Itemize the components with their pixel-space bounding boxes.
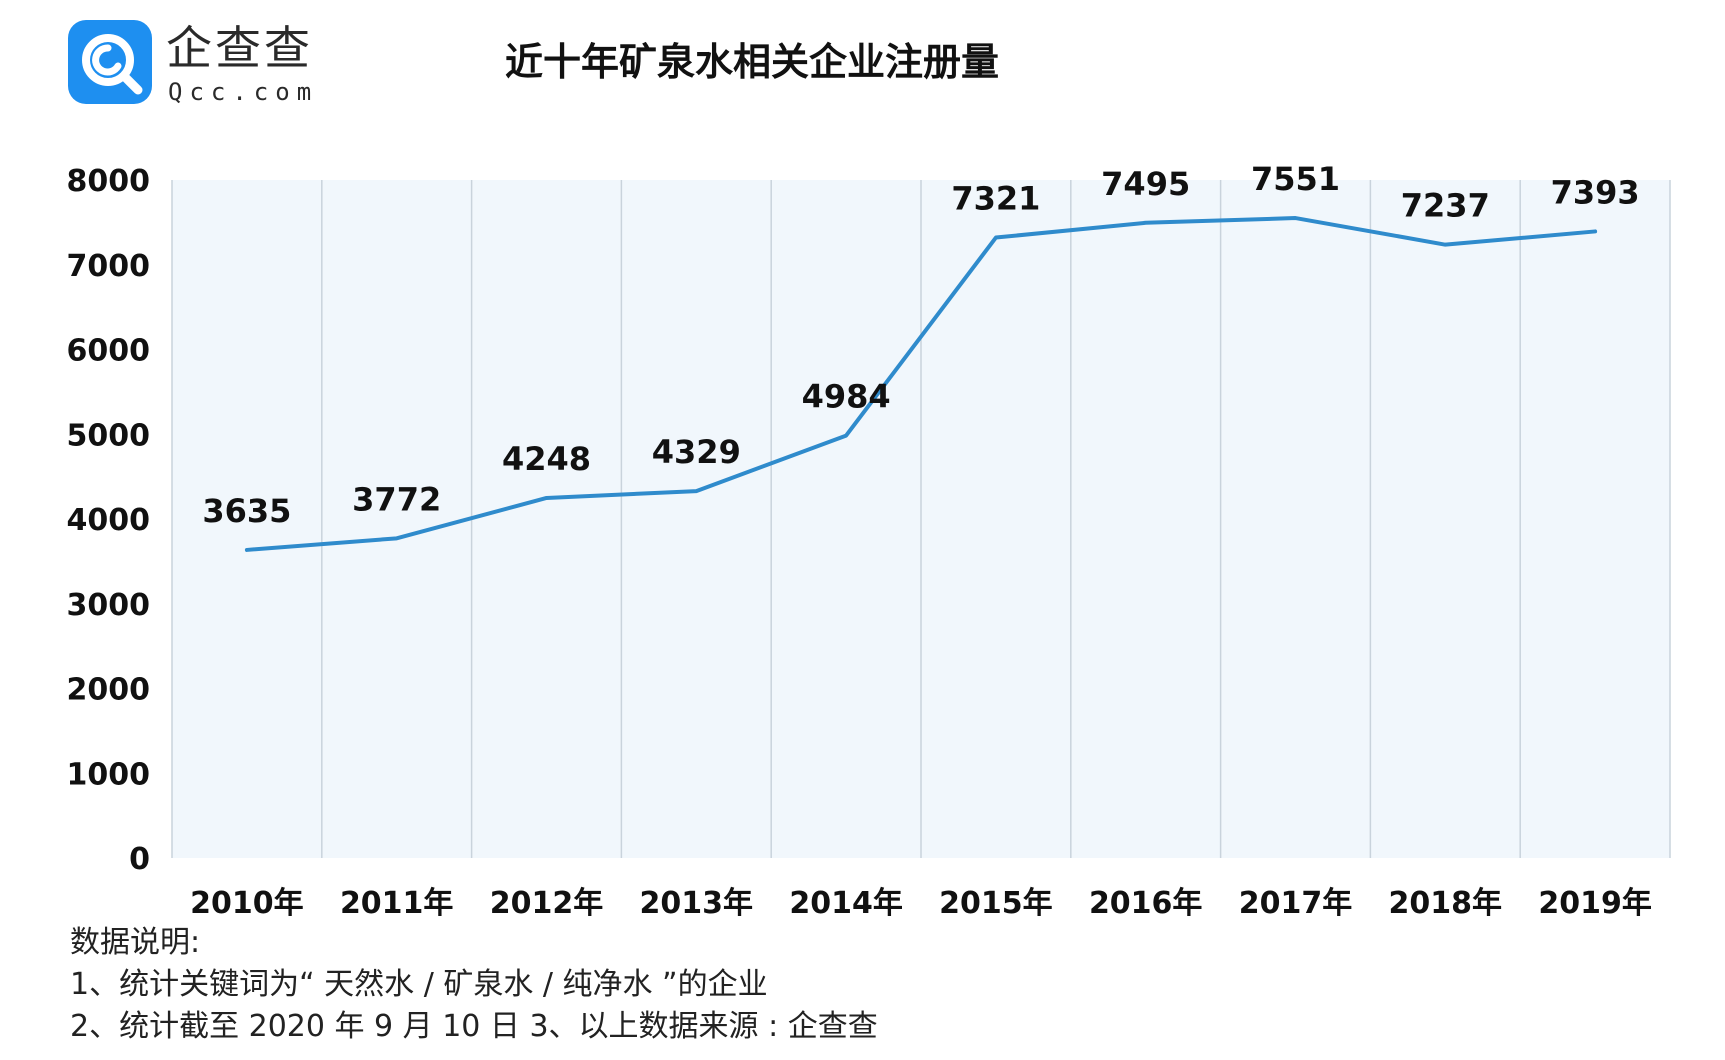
data-label: 4984 <box>802 378 891 416</box>
data-label: 7551 <box>1251 160 1340 198</box>
x-tick-label: 2011年 <box>340 886 454 920</box>
data-label: 7321 <box>951 180 1040 218</box>
notes-heading: 数据说明: <box>70 925 201 960</box>
notes-line-1: 1、统计关键词为“ 天然水 / 矿泉水 / 纯净水 ”的企业 <box>70 967 768 1002</box>
notes-line-2: 2、统计截至 2020 年 9 月 10 日 3、以上数据来源 : 企查查 <box>70 1009 878 1044</box>
x-tick-label: 2014年 <box>789 886 903 920</box>
data-label: 7393 <box>1551 173 1640 211</box>
y-tick-label: 6000 <box>67 334 151 369</box>
data-label: 7495 <box>1101 165 1190 203</box>
y-tick-label: 0 <box>129 842 150 877</box>
chart-title: 近十年矿泉水相关企业注册量 <box>505 40 1000 84</box>
x-tick-label: 2016年 <box>1089 886 1203 920</box>
data-label: 4329 <box>652 433 741 471</box>
logo-domain: Qcc.com <box>168 78 319 106</box>
x-tick-label: 2012年 <box>490 886 604 920</box>
x-tick-label: 2018年 <box>1389 886 1503 920</box>
data-label: 3635 <box>202 492 291 530</box>
x-tick-label: 2010年 <box>190 886 304 920</box>
logo-name: 企查查 <box>166 21 313 75</box>
grid-lines <box>171 180 1671 858</box>
data-label: 4248 <box>502 440 591 478</box>
data-label: 7237 <box>1401 187 1490 225</box>
y-tick-label: 8000 <box>67 164 151 199</box>
y-tick-label: 2000 <box>67 673 151 708</box>
series-line <box>244 216 1598 552</box>
y-tick-label: 5000 <box>67 418 151 453</box>
x-tick-label: 2017年 <box>1239 886 1353 920</box>
y-tick-label: 1000 <box>67 757 151 792</box>
x-tick-label: 2019年 <box>1538 886 1652 920</box>
y-tick-label: 7000 <box>67 249 151 284</box>
y-axis: 0 1000 2000 3000 4000 5000 6000 7000 8000 <box>67 164 151 877</box>
x-tick-label: 2013年 <box>640 886 754 920</box>
y-tick-label: 4000 <box>67 503 151 538</box>
data-labels: 3635 3772 4248 4329 4984 7321 7495 7551 7237 7393 <box>202 160 1639 530</box>
data-label: 3772 <box>352 480 441 518</box>
x-tick-label: 2015年 <box>939 886 1053 920</box>
y-tick-label: 3000 <box>67 588 151 623</box>
qcc-logo: 企查查 Qcc.com <box>68 20 408 110</box>
x-axis: 2010年 2011年 2012年 2013年 2014年 2015年 2016年 2017年… <box>190 886 1652 920</box>
data-notes: 数据说明: 1、统计关键词为“ 天然水 / 矿泉水 / 纯净水 ”的企业 2、统… <box>70 922 878 1048</box>
qcc-logo-icon <box>68 20 152 104</box>
